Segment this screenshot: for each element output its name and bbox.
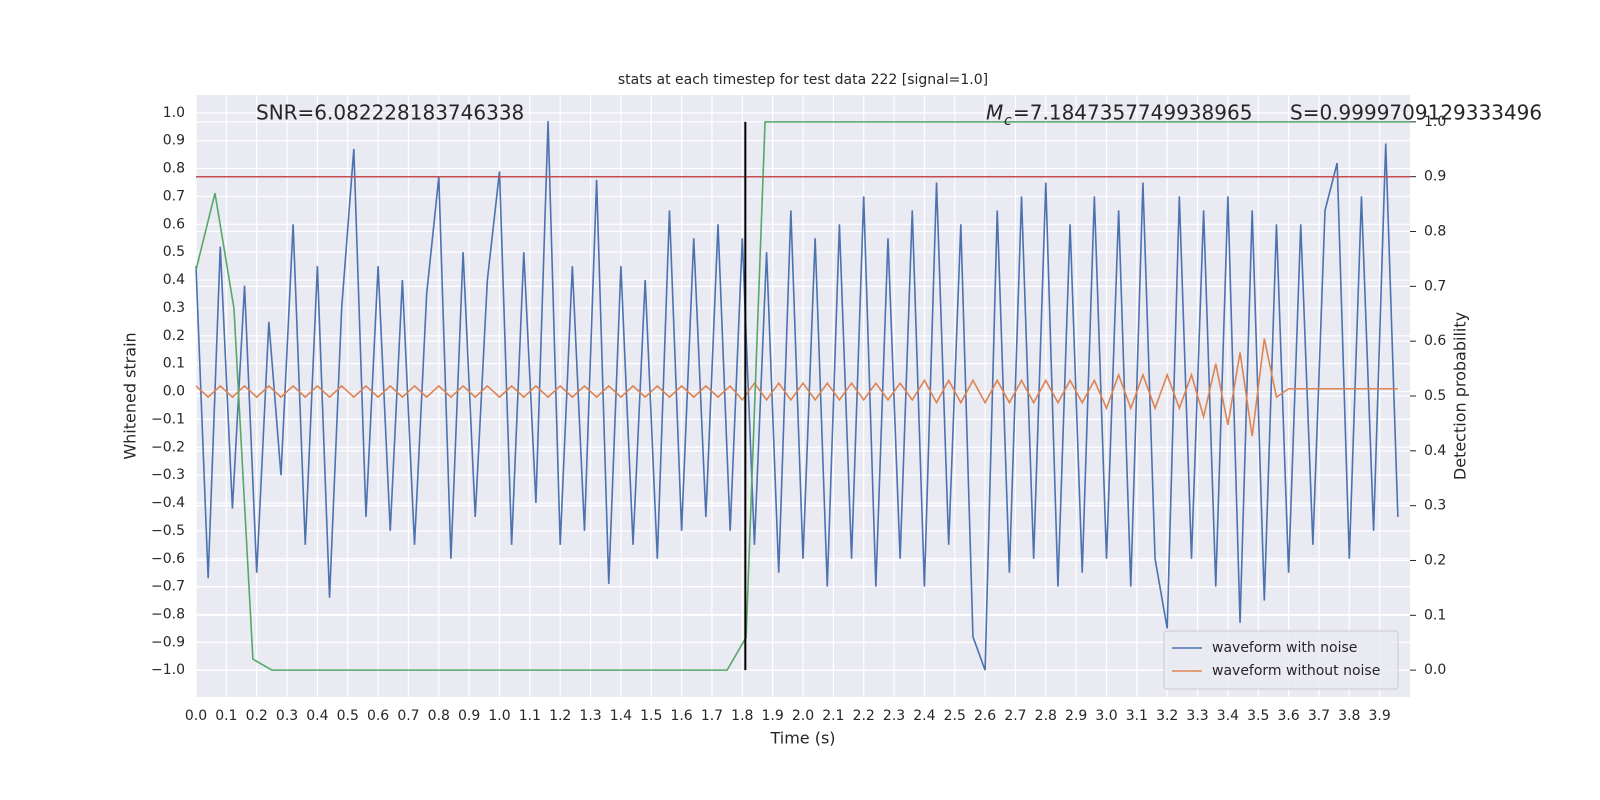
legend-label: waveform without noise	[1212, 663, 1380, 679]
annotation: SNR=6.082228183746338	[256, 101, 524, 125]
x-tick-label: 3.3	[1186, 708, 1208, 724]
y-tick-label: 0.9	[163, 133, 185, 149]
chart-title: stats at each timestep for test data 222…	[618, 72, 988, 88]
y2-tick-label: 1.0	[1424, 114, 1446, 130]
x-tick-label: 1.3	[579, 708, 601, 724]
x-tick-label: 0.6	[367, 708, 389, 724]
y-axis-label: Whitened strain	[121, 332, 140, 459]
series-line	[195, 121, 1410, 671]
x-tick-label: 3.6	[1277, 708, 1299, 724]
y-tick-label: 0.0	[163, 384, 185, 400]
y2-tick-label: 0.0	[1424, 662, 1446, 678]
y-tick-label: −1.0	[151, 662, 185, 678]
x-tick-label: 2.0	[792, 708, 814, 724]
x-tick-label: 3.2	[1156, 708, 1178, 724]
x-tick-label: 0.9	[458, 708, 480, 724]
x-tick-label: 2.7	[1004, 708, 1026, 724]
x-tick-label: 3.9	[1369, 708, 1391, 724]
y-tick-label: −0.3	[151, 467, 185, 483]
x-tick-label: 2.9	[1065, 708, 1087, 724]
x-tick-label: 1.1	[519, 708, 541, 724]
y-tick-label: 0.4	[163, 272, 185, 288]
x-tick-label: 1.2	[549, 708, 571, 724]
x-tick-label: 2.3	[883, 708, 905, 724]
y-tick-label: −0.6	[151, 551, 185, 567]
series-line	[195, 121, 1399, 671]
y-tick-label: 0.1	[163, 356, 185, 372]
series-line	[195, 338, 1398, 437]
legend-label: waveform with noise	[1212, 640, 1357, 656]
x-axis-label: Time (s)	[769, 729, 835, 748]
x-tick-label: 0.4	[306, 708, 328, 724]
x-tick-label: 1.0	[488, 708, 510, 724]
y2-tick-label: 0.2	[1424, 552, 1446, 568]
y2-tick-label: 0.5	[1424, 388, 1446, 404]
annotation-subscript: c	[1004, 113, 1012, 129]
y2-axis-label: Detection probability	[1451, 312, 1470, 480]
x-tick-label: 3.7	[1308, 708, 1330, 724]
labels: 0.0 0.1 0.2 0.3 0.4 0.5 0.6 0.7 0.8 0.9 1.0 1.1 1.2 1…	[151, 101, 1542, 725]
x-tick-label: 2.1	[822, 708, 844, 724]
x-tick-label: 0.1	[215, 708, 237, 724]
x-tick-label: 1.6	[670, 708, 692, 724]
y-tick-label: 0.8	[163, 161, 185, 177]
x-tick-label: 1.8	[731, 708, 753, 724]
y-tick-label: −0.4	[151, 495, 185, 511]
y-tick-label: −0.8	[151, 607, 185, 623]
y-tick-label: −0.9	[151, 634, 185, 650]
y-tick-label: 1.0	[163, 105, 185, 121]
x-tick-label: 3.8	[1338, 708, 1360, 724]
x-tick-label: 1.9	[762, 708, 784, 724]
y-tick-label: 0.6	[163, 216, 185, 232]
x-tick-label: 3.5	[1247, 708, 1269, 724]
y-tick-label: −0.7	[151, 579, 185, 595]
marks	[195, 121, 1410, 671]
annotation-text: =7.1847357749938965	[1013, 101, 1252, 125]
y2-tick-label: 0.3	[1424, 498, 1446, 514]
y-tick-label: −0.1	[151, 411, 185, 427]
y2-tick-label: 0.4	[1424, 443, 1446, 459]
x-tick-label: 0.3	[276, 708, 298, 724]
y-tick-label: 0.3	[163, 300, 185, 316]
x-tick-label: 2.5	[944, 708, 966, 724]
x-tick-label: 2.2	[853, 708, 875, 724]
x-tick-label: 3.4	[1217, 708, 1239, 724]
x-tick-label: 0.5	[337, 708, 359, 724]
x-tick-label: 2.4	[913, 708, 935, 724]
annotation-symbol: M	[986, 101, 1003, 125]
y-tick-label: 0.5	[163, 244, 185, 260]
y2-tick-label: 0.8	[1424, 224, 1446, 240]
annotation: S=0.9999709129333496	[1290, 101, 1542, 125]
y2-tick-label: 0.1	[1424, 607, 1446, 623]
x-tick-label: 0.0	[185, 708, 207, 724]
y2-tick-label: 0.6	[1424, 333, 1446, 349]
x-tick-label: 2.6	[974, 708, 996, 724]
grid	[195, 95, 1410, 697]
y2-tick-label: 0.9	[1424, 169, 1446, 185]
x-tick-label: 2.8	[1035, 708, 1057, 724]
x-tick-label: 1.4	[610, 708, 632, 724]
x-tick-label: 3.1	[1126, 708, 1148, 724]
x-tick-label: 3.0	[1095, 708, 1117, 724]
y-tick-label: 0.7	[163, 188, 185, 204]
y-tick-label: −0.2	[151, 439, 185, 455]
x-tick-label: 0.7	[397, 708, 419, 724]
x-tick-label: 0.2	[246, 708, 268, 724]
y-tick-label: 0.2	[163, 328, 185, 344]
y2-tick-label: 0.7	[1424, 278, 1446, 294]
legend-box	[1163, 630, 1399, 690]
x-tick-label: 0.8	[428, 708, 450, 724]
x-tick-label: 1.5	[640, 708, 662, 724]
y-tick-label: −0.5	[151, 523, 185, 539]
x-tick-label: 1.7	[701, 708, 723, 724]
